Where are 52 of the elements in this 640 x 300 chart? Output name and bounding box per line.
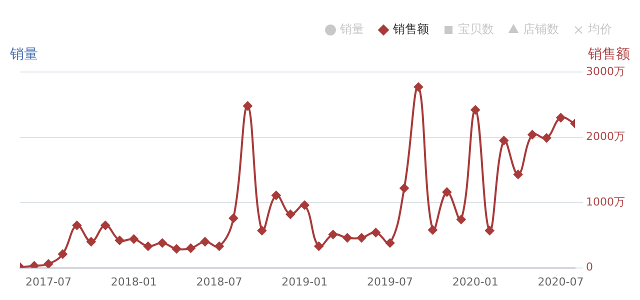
x-tick-label: 2019-01 — [282, 275, 328, 288]
x-tick-label: 2020-01 — [452, 275, 498, 288]
point — [357, 233, 366, 242]
point — [371, 228, 380, 238]
point — [542, 133, 552, 142]
point — [456, 215, 466, 224]
point — [272, 190, 281, 200]
point — [300, 200, 310, 210]
point — [158, 238, 167, 248]
point — [556, 113, 566, 122]
point — [428, 225, 438, 234]
point — [414, 82, 423, 92]
y2-tick-label: 2000万 — [586, 130, 626, 144]
point — [186, 244, 196, 253]
point — [243, 101, 252, 110]
point — [129, 234, 138, 244]
point — [44, 259, 53, 268]
point — [400, 184, 409, 193]
point — [200, 237, 210, 246]
point — [514, 170, 523, 179]
point — [528, 130, 537, 140]
point — [342, 233, 352, 242]
point — [228, 214, 238, 223]
point — [499, 136, 508, 146]
point — [442, 188, 452, 197]
y2-axis-title: 销售额 — [587, 46, 630, 63]
point — [485, 226, 494, 236]
legend-label: 销售额 — [392, 22, 429, 36]
point — [86, 237, 96, 246]
point — [328, 230, 338, 240]
y-axis-title: 销量 — [9, 46, 38, 63]
point — [30, 261, 39, 268]
point — [72, 220, 82, 230]
x-tick-label: 2018-01 — [110, 275, 157, 288]
point — [257, 226, 266, 236]
point — [100, 220, 110, 230]
point — [286, 210, 295, 219]
point — [314, 242, 324, 251]
y2-tick-label: 0 — [586, 260, 594, 274]
point — [144, 242, 153, 251]
point — [115, 236, 124, 245]
x-tick-label: 2019-07 — [367, 275, 413, 288]
x-tick-label: 2018-07 — [196, 275, 242, 288]
x-tick-label: 2017-07 — [25, 275, 72, 288]
point — [172, 244, 182, 254]
y2-tick-label: 3000万 — [586, 64, 626, 78]
y2-tick-label: 1000万 — [586, 195, 626, 208]
point — [386, 238, 395, 248]
point — [214, 242, 224, 251]
point — [58, 250, 68, 259]
point — [470, 105, 480, 114]
x-tick-label: 2020-07 — [538, 275, 584, 288]
